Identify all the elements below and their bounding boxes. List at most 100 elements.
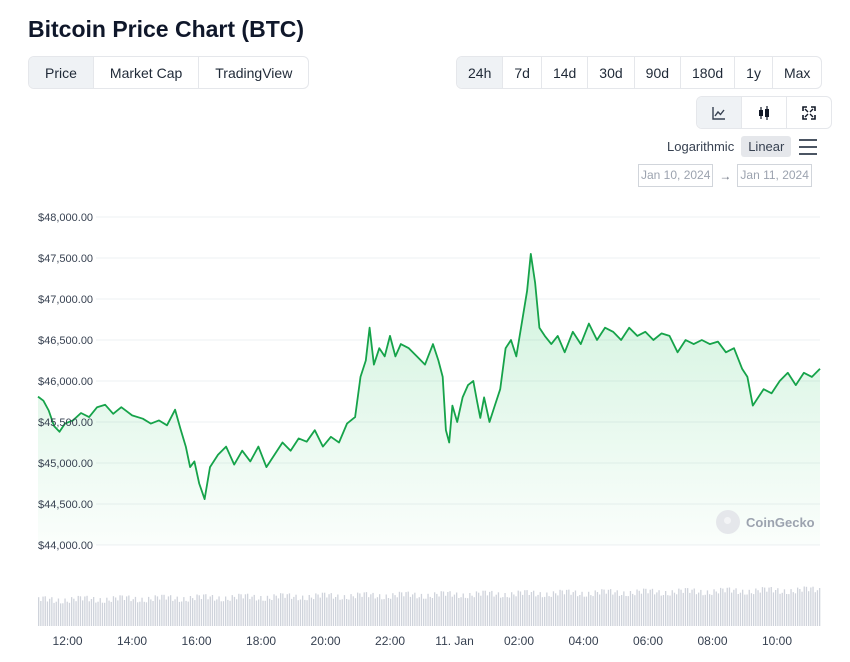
volume-bar <box>550 596 552 626</box>
volume-bar <box>792 592 794 626</box>
volume-bar <box>82 600 84 626</box>
volume-bar <box>614 592 616 626</box>
volume-bar <box>176 596 178 626</box>
tab-price[interactable]: Price <box>29 57 94 88</box>
volume-bar <box>627 596 629 626</box>
volume-bar <box>174 599 176 626</box>
volume-bar <box>583 596 585 626</box>
candlestick-button[interactable] <box>742 97 787 128</box>
volume-bar <box>64 598 66 626</box>
range-30d-button[interactable]: 30d <box>588 57 635 88</box>
volume-bar <box>156 596 159 626</box>
linear-option[interactable]: Linear <box>741 136 792 157</box>
volume-bar <box>453 594 456 626</box>
volume-bar <box>464 597 467 626</box>
x-tick-label: 06:00 <box>633 634 663 648</box>
volume-bar <box>95 602 97 626</box>
volume-bar <box>511 592 513 626</box>
x-tick-label: 20:00 <box>311 634 341 648</box>
range-7d-button[interactable]: 7d <box>503 57 542 88</box>
volume-bar <box>141 597 143 626</box>
volume-bar <box>297 600 299 626</box>
volume-bar <box>75 601 77 626</box>
volume-bar <box>726 587 728 626</box>
volume-bar <box>713 589 715 626</box>
volume-bar <box>185 600 187 626</box>
volume-bar <box>343 595 346 626</box>
volume-bar <box>805 586 808 626</box>
volume-bar <box>291 598 293 626</box>
volume-bar <box>442 591 445 626</box>
volume-bar <box>786 594 788 626</box>
y-tick-label: $47,500.00 <box>38 253 93 265</box>
range-1y-button[interactable]: 1y <box>735 57 773 88</box>
volume-bar <box>552 591 555 626</box>
volume-bar <box>260 596 262 626</box>
volume-bar <box>220 601 222 626</box>
volume-bar <box>440 591 442 626</box>
y-tick-label: $47,000.00 <box>38 294 93 306</box>
volume-bar <box>273 594 275 626</box>
volume-bar <box>403 596 405 626</box>
y-tick-label: $44,500.00 <box>38 499 93 511</box>
volume-bar <box>73 598 75 626</box>
range-90d-button[interactable]: 90d <box>635 57 682 88</box>
volume-bar <box>625 596 627 626</box>
volume-bar <box>504 593 506 626</box>
volume-bar <box>733 589 735 626</box>
volume-bar <box>478 592 480 626</box>
volume-bar <box>218 596 220 626</box>
hamburger-menu-icon[interactable] <box>799 138 818 155</box>
date-to-input[interactable]: Jan 11, 2024 <box>737 164 812 187</box>
volume-bar <box>326 597 328 626</box>
volume-bar <box>445 595 447 626</box>
volume-bar <box>181 601 183 626</box>
volume-bar <box>192 598 194 626</box>
volume-bar <box>359 593 361 626</box>
date-from-input[interactable]: Jan 10, 2024 <box>638 164 714 187</box>
volume-bar <box>293 596 295 626</box>
volume-bar <box>304 599 306 626</box>
volume-bar <box>207 599 209 626</box>
volume-bar <box>88 601 90 626</box>
y-tick-label: $48,000.00 <box>38 212 93 224</box>
range-14d-button[interactable]: 14d <box>542 57 589 88</box>
volume-bar <box>269 598 271 626</box>
volume-bar <box>748 589 750 626</box>
volume-bar <box>629 591 632 626</box>
volume-bar <box>502 597 504 626</box>
volume-bar <box>689 592 691 626</box>
volume-bar <box>99 598 101 626</box>
volume-bar <box>381 599 383 626</box>
date-range: Jan 10, 2024 → Jan 11, 2024 <box>638 164 812 187</box>
logarithmic-option[interactable]: Logarithmic <box>667 139 735 154</box>
volume-bar <box>170 595 172 626</box>
volume-bar <box>423 598 425 626</box>
volume-bar <box>469 593 471 626</box>
line-chart-button[interactable] <box>697 97 742 128</box>
volume-bar <box>264 600 266 626</box>
volume-bar <box>187 601 189 626</box>
volume-bar <box>484 590 486 626</box>
tab-market-cap[interactable]: Market Cap <box>94 57 200 88</box>
volume-bar <box>194 600 196 626</box>
range-180d-button[interactable]: 180d <box>681 57 736 88</box>
volume-bar <box>471 595 473 626</box>
volume-bar <box>134 596 137 626</box>
range-24h-button[interactable]: 24h <box>457 57 504 88</box>
tab-tradingview[interactable]: TradingView <box>215 64 293 81</box>
fullscreen-button[interactable] <box>787 97 831 128</box>
volume-bar <box>255 600 258 626</box>
volume-bar <box>790 589 792 626</box>
range-max-button[interactable]: Max <box>783 64 811 81</box>
volume-bar <box>522 594 524 626</box>
volume-bar <box>728 587 731 626</box>
volume-bar <box>768 587 770 626</box>
volume-bar <box>425 598 427 626</box>
volume-bar <box>717 593 720 626</box>
volume-bar <box>700 589 702 626</box>
volume-bar <box>62 603 64 626</box>
volume-bar <box>308 595 310 626</box>
volume-bar <box>462 593 464 626</box>
